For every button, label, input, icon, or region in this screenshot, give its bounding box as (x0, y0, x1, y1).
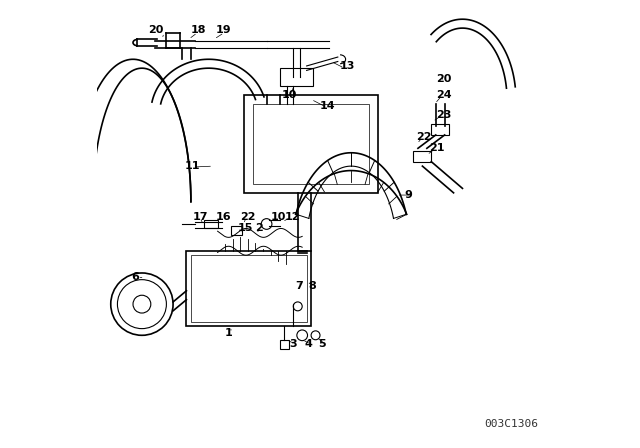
Bar (244, 95, 378, 193)
Text: 20: 20 (148, 26, 164, 35)
Text: 8: 8 (309, 281, 317, 291)
Text: 15: 15 (237, 224, 253, 233)
Text: 003C1306: 003C1306 (484, 419, 539, 429)
Text: 22: 22 (240, 212, 255, 222)
Bar (280, 68, 314, 86)
Text: 5: 5 (318, 339, 325, 349)
Bar (413, 151, 431, 162)
Text: 13: 13 (340, 61, 355, 71)
Text: 10: 10 (271, 212, 287, 222)
Bar (431, 124, 449, 135)
Text: 10: 10 (282, 90, 298, 100)
Bar (231, 226, 242, 235)
Text: 16: 16 (216, 212, 231, 222)
Bar (253, 104, 369, 184)
Text: 23: 23 (436, 110, 451, 120)
Text: 24: 24 (436, 90, 451, 100)
Text: 21: 21 (429, 143, 445, 153)
Text: 22: 22 (416, 132, 431, 142)
Bar (191, 255, 307, 322)
Text: 9: 9 (404, 190, 412, 200)
Text: 14: 14 (320, 101, 335, 111)
Text: 1: 1 (224, 328, 232, 338)
Text: 2: 2 (255, 224, 263, 233)
Bar (204, 220, 218, 228)
Text: 12: 12 (284, 212, 300, 222)
Text: 20: 20 (436, 74, 451, 84)
Text: 4: 4 (305, 339, 312, 349)
Text: 11: 11 (184, 161, 200, 171)
Text: 19: 19 (216, 26, 231, 35)
Bar (186, 251, 311, 327)
Text: 3: 3 (289, 339, 296, 349)
Text: 6: 6 (131, 272, 139, 282)
Text: 18: 18 (191, 26, 206, 35)
Bar (280, 340, 289, 349)
Text: 7: 7 (296, 281, 303, 291)
Text: 17: 17 (193, 212, 209, 222)
